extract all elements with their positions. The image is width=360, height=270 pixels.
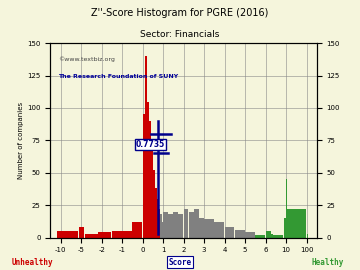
Bar [225, 227, 234, 238]
Bar [85, 234, 98, 238]
Text: Unhealthy: Unhealthy [12, 258, 53, 266]
Bar [132, 222, 142, 238]
Bar [157, 199, 158, 238]
Bar [112, 231, 122, 238]
Bar [194, 209, 199, 238]
Bar [278, 235, 281, 238]
Text: Healthy: Healthy [311, 258, 344, 266]
Bar [307, 234, 308, 238]
Bar [286, 179, 287, 238]
Bar [145, 56, 147, 238]
Bar [245, 232, 255, 238]
Bar [153, 170, 155, 238]
Bar [79, 227, 81, 238]
Bar [168, 214, 173, 238]
Bar [214, 222, 224, 238]
Bar [286, 209, 306, 238]
Bar [155, 188, 157, 238]
Bar [163, 212, 168, 238]
Text: 0.7735: 0.7735 [136, 140, 165, 149]
Bar [149, 121, 151, 238]
Bar [189, 212, 194, 238]
Bar [143, 114, 145, 238]
Bar [184, 209, 189, 238]
Bar [179, 214, 183, 238]
Text: Score: Score [168, 258, 192, 266]
Bar [266, 231, 268, 238]
Bar [268, 231, 271, 238]
Bar [81, 227, 84, 238]
Bar [276, 235, 278, 238]
Bar [255, 235, 265, 238]
Text: The Research Foundation of SUNY: The Research Foundation of SUNY [58, 74, 179, 79]
Bar [98, 232, 111, 238]
Bar [209, 220, 214, 238]
Bar [57, 231, 78, 238]
Text: Sector: Financials: Sector: Financials [140, 30, 220, 39]
Text: Z''-Score Histogram for PGRE (2016): Z''-Score Histogram for PGRE (2016) [91, 8, 269, 18]
Bar [162, 222, 163, 238]
Bar [204, 220, 209, 238]
Bar [147, 102, 149, 238]
Bar [235, 230, 244, 238]
Bar [122, 231, 132, 238]
Bar [281, 235, 283, 238]
Bar [271, 234, 273, 238]
Bar [199, 218, 204, 238]
Y-axis label: Number of companies: Number of companies [18, 102, 24, 179]
Bar [273, 235, 276, 238]
Bar [158, 209, 160, 238]
Bar [160, 214, 162, 238]
Bar [151, 144, 153, 238]
Bar [174, 212, 178, 238]
Text: ©www.textbiz.org: ©www.textbiz.org [58, 57, 115, 62]
Bar [284, 218, 286, 238]
